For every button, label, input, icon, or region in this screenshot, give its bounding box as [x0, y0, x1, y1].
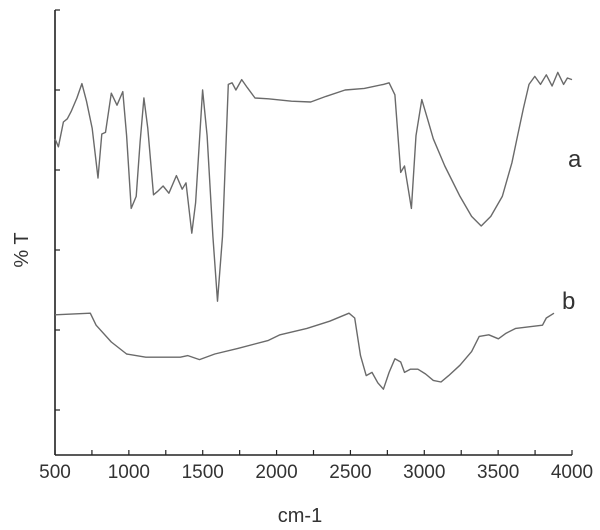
x-tick-label: 1500 — [182, 462, 224, 483]
y-axis-label: % T — [11, 232, 33, 267]
x-tick-label: 3000 — [403, 462, 445, 483]
ticks: 500 1000 1500 2000 2500 3000 3500 4000 — [39, 9, 593, 483]
series-line-b — [54, 312, 555, 390]
x-tick-label: 2500 — [329, 462, 371, 483]
x-tick-label: 1000 — [108, 462, 150, 483]
x-axis-label: cm-1 — [278, 505, 322, 527]
series-lines — [54, 71, 573, 390]
x-tick-label: 2000 — [255, 462, 297, 483]
x-tick-label: 4000 — [551, 462, 593, 483]
x-tick-label: 3500 — [477, 462, 519, 483]
axes — [54, 10, 572, 456]
x-tick-label: 500 — [39, 462, 71, 483]
series-label-b: b — [562, 288, 575, 315]
series-line-a — [54, 71, 573, 302]
series-label-a: a — [568, 146, 582, 173]
